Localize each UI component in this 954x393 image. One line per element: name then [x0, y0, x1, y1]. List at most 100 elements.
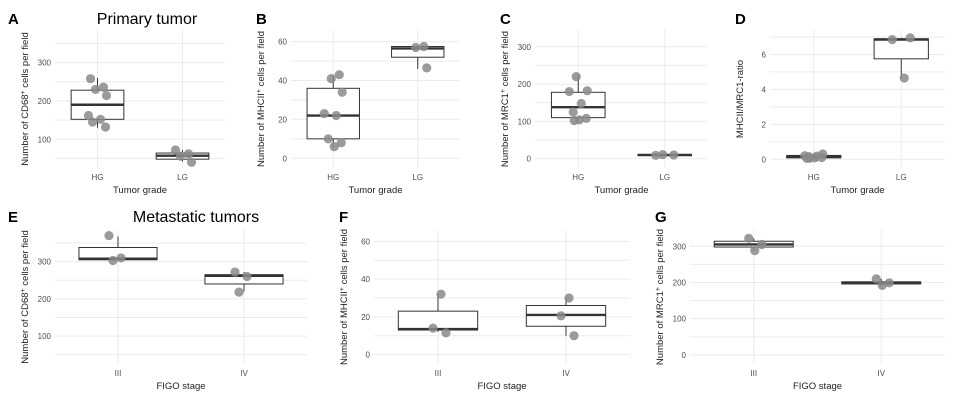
data-point: [441, 328, 451, 338]
data-point: [336, 138, 346, 148]
box-iii: [397, 310, 479, 331]
y-tick-label: 6: [762, 50, 767, 59]
y-tick-label: 200: [38, 295, 52, 304]
data-point: [175, 151, 186, 161]
data-point: [186, 157, 197, 167]
panel-label: F: [339, 209, 348, 226]
y-axis-label: Number of MRC1+ cells per field: [500, 31, 512, 167]
panel-label: B: [256, 11, 267, 28]
x-tick-label: III: [750, 369, 757, 378]
data-point: [100, 122, 111, 132]
data-point: [337, 87, 347, 97]
x-axis-label: FIGO stage: [793, 381, 842, 392]
data-point: [581, 113, 591, 123]
data-point: [750, 246, 760, 256]
x-tick-label: IV: [240, 369, 248, 378]
data-point: [436, 289, 446, 299]
data-point: [576, 98, 586, 109]
panel-c: 0 100 200 300 HG LG Tumor grade Number of MRC1+…: [500, 11, 708, 196]
panel-label: D: [735, 11, 746, 28]
y-tick-label: 60: [361, 237, 370, 246]
data-point: [568, 107, 578, 117]
y-tick-label: 40: [361, 275, 370, 284]
x-tick-label: HG: [808, 173, 820, 182]
data-point: [183, 149, 194, 159]
y-tick-label: 300: [38, 258, 52, 267]
data-point: [90, 84, 101, 95]
x-tick-label: III: [435, 369, 442, 378]
data-point: [319, 108, 329, 119]
y-tick-label: 100: [38, 135, 52, 144]
x-tick-label: HG: [92, 173, 104, 182]
y-tick-label: 100: [38, 332, 52, 341]
x-axis-label: Tumor grade: [830, 185, 884, 196]
data-point: [817, 152, 827, 163]
panel-title: Primary tumor: [97, 11, 198, 28]
panel-label: G: [655, 209, 667, 226]
x-tick-label: IV: [877, 369, 885, 378]
data-point: [884, 278, 894, 288]
data-point: [899, 73, 909, 83]
x-tick-label: HG: [327, 173, 339, 182]
x-tick-label: III: [115, 369, 122, 378]
y-tick-label: 0: [682, 351, 687, 360]
data-point: [564, 86, 574, 97]
data-point: [419, 41, 429, 52]
data-point: [331, 110, 341, 121]
data-point: [658, 149, 668, 160]
x-tick-label: LG: [412, 173, 423, 182]
data-point: [98, 82, 109, 92]
data-point: [95, 114, 106, 124]
data-point: [242, 271, 252, 282]
data-point: [905, 33, 915, 43]
y-tick-label: 0: [527, 155, 532, 164]
y-axis-label: Number of MHCII+ cells per field: [339, 229, 351, 365]
data-point: [569, 116, 579, 126]
data-point: [170, 145, 181, 155]
x-tick-label: HG: [572, 173, 584, 182]
data-point: [428, 323, 438, 333]
data-point: [101, 90, 112, 101]
panel-label: C: [500, 11, 511, 28]
panel-a: 100 200 300 HG LG Tumor grade Number of CD68+ …: [8, 11, 225, 196]
y-tick-label: 0: [762, 155, 767, 164]
data-point: [108, 255, 118, 266]
data-point: [651, 150, 661, 160]
y-axis-label: Number of MRC1+ cells per field: [655, 229, 667, 365]
data-point: [744, 233, 754, 243]
data-point: [87, 117, 98, 127]
y-tick-label: 100: [518, 117, 532, 126]
panel-b: 0 20 40 60 HG LG Tumor grade Number of MHCII+ c…: [256, 11, 460, 196]
y-tick-label: 200: [673, 279, 687, 288]
data-point: [556, 311, 566, 321]
data-point: [669, 150, 679, 160]
y-tick-label: 20: [278, 115, 287, 124]
data-point: [571, 72, 581, 82]
y-axis-label: Number of CD68+ cells per field: [20, 32, 32, 165]
y-tick-label: 0: [283, 154, 288, 163]
data-point: [887, 35, 897, 45]
y-tick-label: 300: [673, 242, 687, 251]
data-point: [334, 70, 344, 80]
y-tick-label: 200: [518, 80, 532, 89]
x-tick-label: LG: [177, 173, 188, 182]
y-tick-label: 2: [762, 120, 767, 129]
data-point: [85, 74, 96, 84]
box-lg: [873, 38, 929, 60]
y-axis-label: Number of CD68+ cells per field: [20, 230, 32, 363]
y-axis-label: Number of MHCII+ cells per field: [256, 31, 268, 167]
x-axis-label: FIGO stage: [477, 381, 526, 392]
data-point: [234, 287, 244, 297]
x-tick-label: LG: [896, 173, 907, 182]
y-tick-label: 0: [366, 351, 371, 360]
panel-f: 0 20 40 60 III IV FIGO stage Number of MHCII+ c…: [339, 209, 630, 392]
x-axis-label: FIGO stage: [156, 381, 205, 392]
x-axis-label: Tumor grade: [594, 185, 648, 196]
data-point: [582, 86, 592, 96]
panel-label: E: [8, 209, 18, 226]
x-tick-label: IV: [562, 369, 570, 378]
data-point: [871, 274, 881, 284]
x-axis-label: Tumor grade: [113, 185, 167, 196]
panel-d: 0 2 4 6 HG LG Tumor grade MHCII/MRC1-ratio D: [735, 11, 945, 196]
